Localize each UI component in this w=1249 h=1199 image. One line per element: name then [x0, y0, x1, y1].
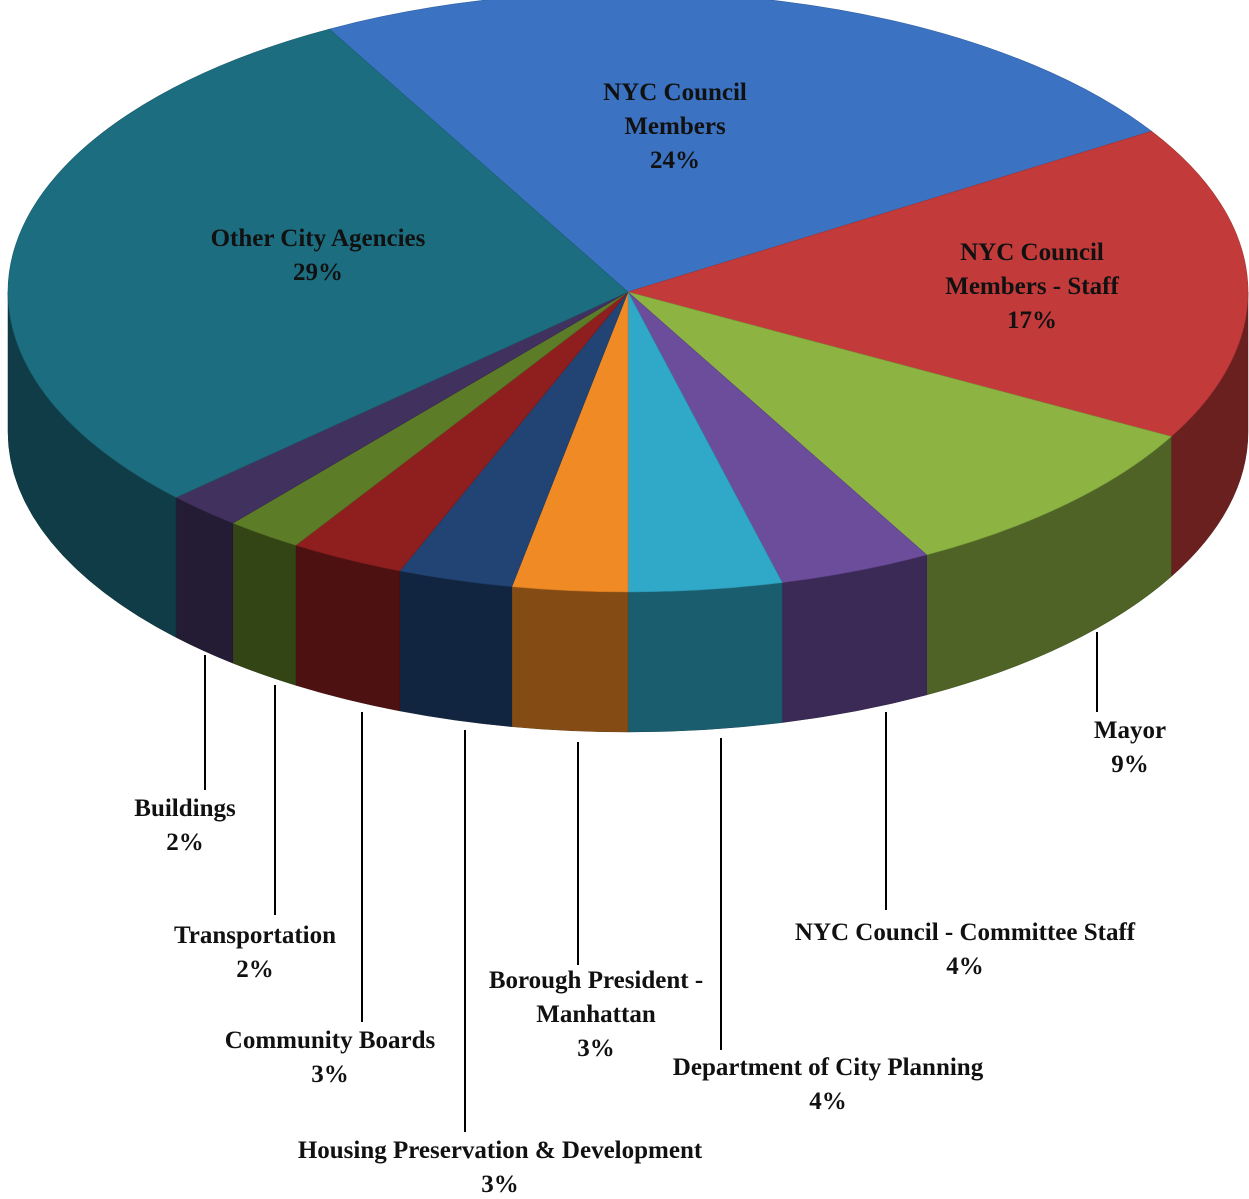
- value-label: 3%: [311, 1061, 349, 1088]
- pie-slice: [626, 130, 1249, 437]
- category-label: NYC Council - Committee Staff: [794, 919, 1136, 946]
- pie-side: [295, 544, 401, 712]
- category-label: Transportation: [173, 922, 337, 949]
- pie-side: [511, 586, 629, 733]
- category-label: Buildings: [134, 795, 236, 822]
- value-label: 3%: [577, 1035, 615, 1062]
- value-label: 4%: [946, 953, 984, 980]
- data-label: Borough President - Manhattan 3%: [451, 964, 741, 1066]
- category-label: Borough President - Manhattan: [488, 967, 704, 1028]
- pie-tops: [7, 0, 1249, 593]
- value-label: 24%: [650, 147, 700, 174]
- pie-sides: [7, 291, 1249, 733]
- pie-slice: [627, 291, 1172, 556]
- category-label: Community Boards: [224, 1027, 436, 1054]
- category-label: Department of City Planning: [672, 1054, 984, 1081]
- data-label: NYC Council Members 24%: [560, 76, 790, 178]
- data-label: NYC Council - Committee Staff 4%: [750, 916, 1180, 984]
- value-label: 9%: [1111, 751, 1149, 778]
- pie-slice: [7, 28, 629, 498]
- leader-lines: [204, 632, 1098, 1132]
- category-label: Other City Agencies: [210, 225, 426, 252]
- category-label: NYC Council Members: [603, 79, 747, 140]
- data-label: Mayor 9%: [1050, 714, 1210, 782]
- pie-side: [399, 570, 513, 727]
- category-label: NYC Council Members - Staff: [945, 239, 1119, 300]
- pie-side: [781, 554, 927, 723]
- value-label: 29%: [293, 259, 343, 286]
- data-label: Other City Agencies 29%: [168, 222, 468, 290]
- data-label: Buildings 2%: [105, 792, 265, 860]
- data-label: Department of City Planning 4%: [628, 1051, 1028, 1119]
- pie-side: [232, 522, 297, 686]
- data-label: Community Boards 3%: [185, 1024, 475, 1092]
- pie-side: [627, 582, 783, 733]
- value-label: 4%: [809, 1088, 847, 1115]
- value-label: 17%: [1007, 307, 1057, 334]
- data-label: Transportation 2%: [140, 919, 370, 987]
- data-label: NYC Council Members - Staff 17%: [907, 236, 1157, 338]
- category-label: Housing Preservation & Development: [297, 1137, 703, 1164]
- category-label: Mayor: [1093, 717, 1167, 744]
- value-label: 3%: [481, 1171, 519, 1198]
- data-label: Housing Preservation & Development 3%: [240, 1134, 760, 1199]
- pie-side: [175, 496, 234, 664]
- value-label: 2%: [236, 956, 274, 983]
- value-label: 2%: [166, 829, 204, 856]
- pie-slice: [328, 0, 1153, 293]
